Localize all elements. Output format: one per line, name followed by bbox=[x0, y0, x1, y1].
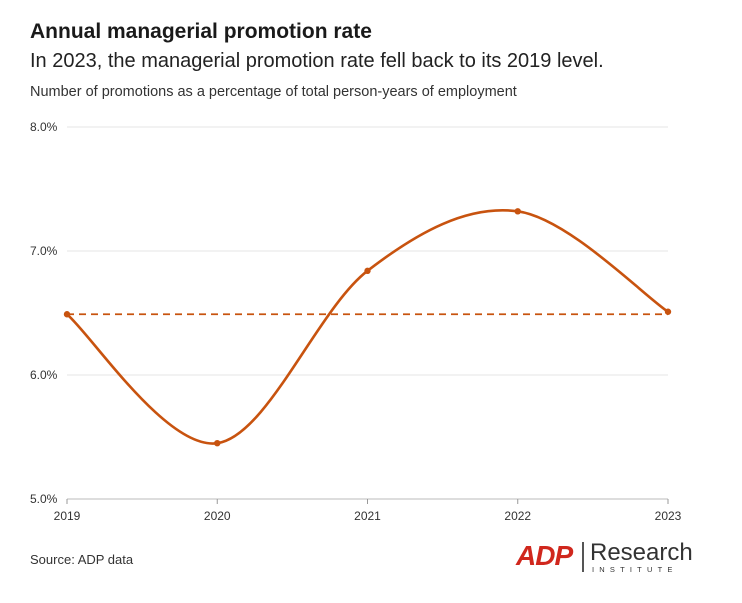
x-tick-label: 2021 bbox=[354, 509, 381, 523]
source-note: Source: ADP data bbox=[30, 552, 134, 567]
x-axis-ticks: 2019 2020 2021 2022 2023 bbox=[54, 499, 682, 523]
x-tick-label: 2022 bbox=[504, 509, 531, 523]
x-tick-label: 2019 bbox=[54, 509, 81, 523]
chart-title: Annual managerial promotion rate bbox=[30, 20, 372, 43]
data-point bbox=[514, 208, 521, 215]
x-tick-label: 2020 bbox=[204, 509, 231, 523]
series-line bbox=[65, 209, 670, 445]
series-layer bbox=[65, 209, 670, 445]
data-point bbox=[364, 267, 371, 275]
chart-subtitle: In 2023, the managerial promotion rate f… bbox=[30, 50, 604, 72]
y-tick-label: 7.0% bbox=[30, 244, 58, 258]
data-point bbox=[214, 440, 221, 447]
data-point bbox=[664, 308, 672, 315]
logo-mark: ADP bbox=[516, 540, 573, 571]
logo-name: Research bbox=[590, 539, 693, 566]
marker-layer bbox=[63, 208, 672, 447]
y-tick-label: 6.0% bbox=[30, 368, 58, 382]
adp-research-logo: ADP Research INSTITUTE bbox=[516, 539, 693, 576]
x-tick-label: 2023 bbox=[655, 509, 682, 523]
gridlines bbox=[67, 126, 668, 500]
y-axis-ticks: 5.0% 6.0% 7.0% 8.0% bbox=[30, 120, 58, 506]
chart-caption: Number of promotions as a percentage of … bbox=[30, 84, 517, 100]
y-tick-label: 8.0% bbox=[30, 120, 58, 134]
logo-divider bbox=[582, 542, 584, 572]
data-point bbox=[63, 311, 71, 318]
logo-subtitle: INSTITUTE bbox=[592, 565, 678, 574]
y-tick-label: 5.0% bbox=[30, 492, 58, 506]
